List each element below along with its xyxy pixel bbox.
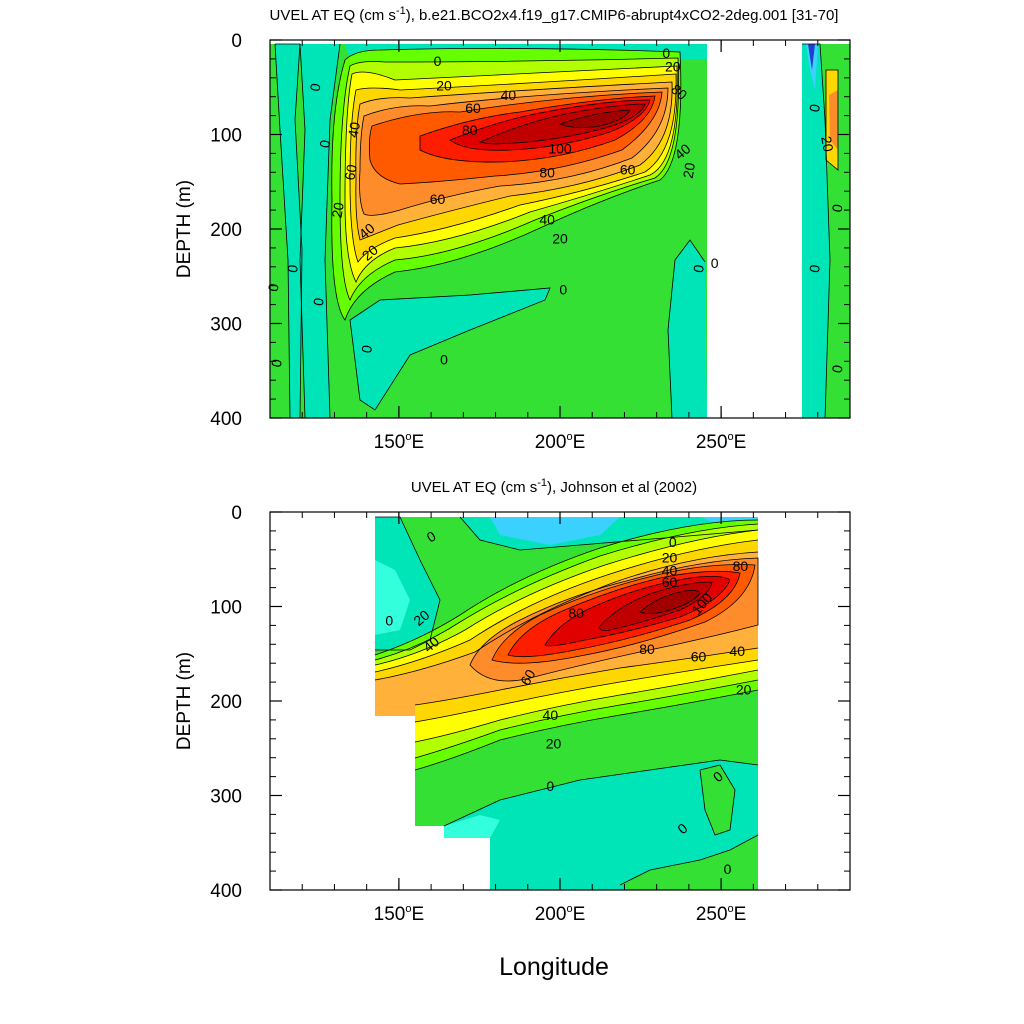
bottom-contour-label: 40 xyxy=(729,643,745,659)
top-contour-110 xyxy=(560,110,630,128)
bottom-contour-lines xyxy=(374,516,759,886)
bottom-contour-label: 80 xyxy=(639,641,655,657)
top-contour-label: 80 xyxy=(539,164,555,180)
top-contour-label: 60 xyxy=(341,163,359,181)
top-y-tick-label: 400 xyxy=(210,409,242,430)
top-contour-label: 40 xyxy=(501,87,517,103)
top-neg-region xyxy=(668,240,707,418)
bottom-y-tick-label: 400 xyxy=(210,881,242,902)
top-y-tick-label: 100 xyxy=(210,126,242,147)
top-y-tick-label: 0 xyxy=(231,31,242,52)
bottom-contour-label: 60 xyxy=(517,666,539,688)
top-neg-region xyxy=(275,44,302,418)
top-x-tick-label: 200oE xyxy=(535,431,586,453)
bottom-contour-label: 80 xyxy=(568,605,584,621)
bottom-neg-region xyxy=(490,517,620,545)
top-contour-label: 0 xyxy=(829,203,846,214)
top-contour-label: 40 xyxy=(539,212,555,228)
bottom-contour-label: 20 xyxy=(736,682,752,698)
top-x-tick-label: 150oE xyxy=(374,431,425,453)
bottom-panel-title: UVEL AT EQ (cm s-1), Johnson et al (2002… xyxy=(411,477,697,496)
top-neg-region xyxy=(802,44,830,418)
top-contour-label: 20 xyxy=(552,230,568,246)
bottom-y-tick-label: 100 xyxy=(210,598,242,619)
top-contour-label: 0 xyxy=(806,103,823,114)
bottom-contour-label: 40 xyxy=(662,563,678,579)
bottom-contour-label: 60 xyxy=(662,574,678,590)
bottom-neg-region xyxy=(444,815,500,838)
top-land-mask xyxy=(707,40,802,418)
top-contour-label: 20 xyxy=(818,135,836,153)
top-contour-label: 0 xyxy=(358,344,375,355)
bottom-contour-label: 20 xyxy=(662,549,678,565)
top-panel: UVEL AT EQ (cm s-1), b.e21.BCO2x4.f19_g1… xyxy=(174,5,851,453)
bottom-contour-label: 0 xyxy=(669,534,677,550)
top-neg-region xyxy=(300,44,340,418)
bottom-y-tick-label: 300 xyxy=(210,787,242,808)
top-contour-label: 100 xyxy=(548,141,572,157)
bottom-contour-fill xyxy=(374,516,759,890)
top-contour-label: 0 xyxy=(559,281,567,297)
top-contour-label: 0 xyxy=(806,263,823,274)
top-contour-label: 20 xyxy=(665,58,681,74)
top-contour-label: 0 xyxy=(829,363,846,374)
bottom-pos-pocket xyxy=(700,765,735,835)
top-contour-label: 0 xyxy=(434,53,442,69)
bottom-contour-110 xyxy=(640,590,700,614)
bottom-contour-label: 0 xyxy=(385,613,393,629)
bottom-contour-label: 20 xyxy=(546,736,562,752)
top-contour-label: 0 xyxy=(662,45,670,61)
top-contour-label: 20 xyxy=(680,161,698,179)
top-y-tick-label: 200 xyxy=(210,220,242,241)
top-contour-label: 20 xyxy=(436,77,452,93)
bottom-y-tick-label: 0 xyxy=(231,503,242,524)
top-contour-label: 80 xyxy=(462,122,478,138)
top-contour-label: 60 xyxy=(465,100,481,116)
bottom-contour-label: 0 xyxy=(546,778,554,794)
top-contour-label: 0 xyxy=(711,255,719,271)
bottom-panel: UVEL AT EQ (cm s-1), Johnson et al (2002… xyxy=(174,477,851,925)
top-contour-label: 0 xyxy=(307,82,324,93)
top-contour-label: 0 xyxy=(316,139,333,150)
top-contour-label: 0 xyxy=(265,282,282,293)
top-y-tick-label: 300 xyxy=(210,315,242,336)
bottom-contour-label: 60 xyxy=(691,649,707,665)
bottom-contour-label: 40 xyxy=(543,707,559,723)
bottom-x-tick-label: 150oE xyxy=(374,903,425,925)
top-contour-label: 40 xyxy=(345,121,363,139)
top-contour-label: 0 xyxy=(268,358,285,369)
bottom-y-tick-label: 200 xyxy=(210,692,242,713)
bottom-x-tick-label: 200oE xyxy=(535,903,586,925)
bottom-contour-label: 0 xyxy=(724,861,732,877)
bottom-neg-region xyxy=(444,760,758,890)
bottom-neg-region xyxy=(375,560,410,635)
bottom-contour-label: 80 xyxy=(733,558,749,574)
top-contour-label: 0 xyxy=(284,263,301,274)
top-contour-label: 0 xyxy=(310,296,327,307)
top-panel-title: UVEL AT EQ (cm s-1), b.e21.BCO2x4.f19_g1… xyxy=(270,5,839,24)
top-contour-label: 0 xyxy=(440,351,448,367)
top-jet-right xyxy=(829,90,838,150)
top-contour-lines xyxy=(274,43,839,418)
x-axis-label: Longitude xyxy=(499,953,609,981)
top-contour-fill xyxy=(270,40,850,418)
top-neg-region xyxy=(350,288,550,410)
bottom-x-tick-label: 250oE xyxy=(696,903,747,925)
top-ylabel: DEPTH (m) xyxy=(174,180,195,278)
top-neg-region xyxy=(808,44,815,70)
top-contour-label: 20 xyxy=(328,201,346,219)
top-contour-label: 0 xyxy=(690,263,707,274)
bottom-ylabel: DEPTH (m) xyxy=(174,652,195,750)
top-contour-label: 60 xyxy=(430,191,446,207)
top-contour-label: 60 xyxy=(620,161,636,177)
top-x-tick-label: 250oE xyxy=(696,431,747,453)
